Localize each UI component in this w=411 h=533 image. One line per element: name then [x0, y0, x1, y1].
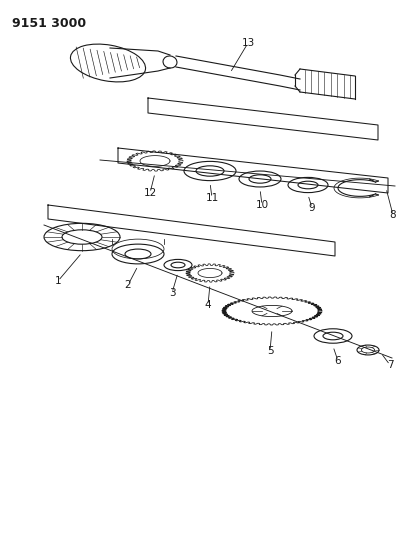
Text: 8: 8 — [390, 210, 396, 220]
Text: 1: 1 — [55, 276, 61, 286]
Text: 7: 7 — [387, 360, 393, 370]
Text: 3: 3 — [169, 288, 175, 298]
Text: 11: 11 — [206, 193, 219, 203]
Text: 5: 5 — [267, 346, 273, 356]
Text: 6: 6 — [335, 356, 341, 366]
Text: 4: 4 — [205, 300, 211, 310]
Text: 10: 10 — [256, 200, 268, 210]
Text: 9151 3000: 9151 3000 — [12, 17, 86, 30]
Text: 2: 2 — [125, 280, 131, 290]
Text: 9: 9 — [309, 203, 315, 213]
Text: 12: 12 — [143, 188, 157, 198]
Text: 13: 13 — [241, 38, 255, 48]
